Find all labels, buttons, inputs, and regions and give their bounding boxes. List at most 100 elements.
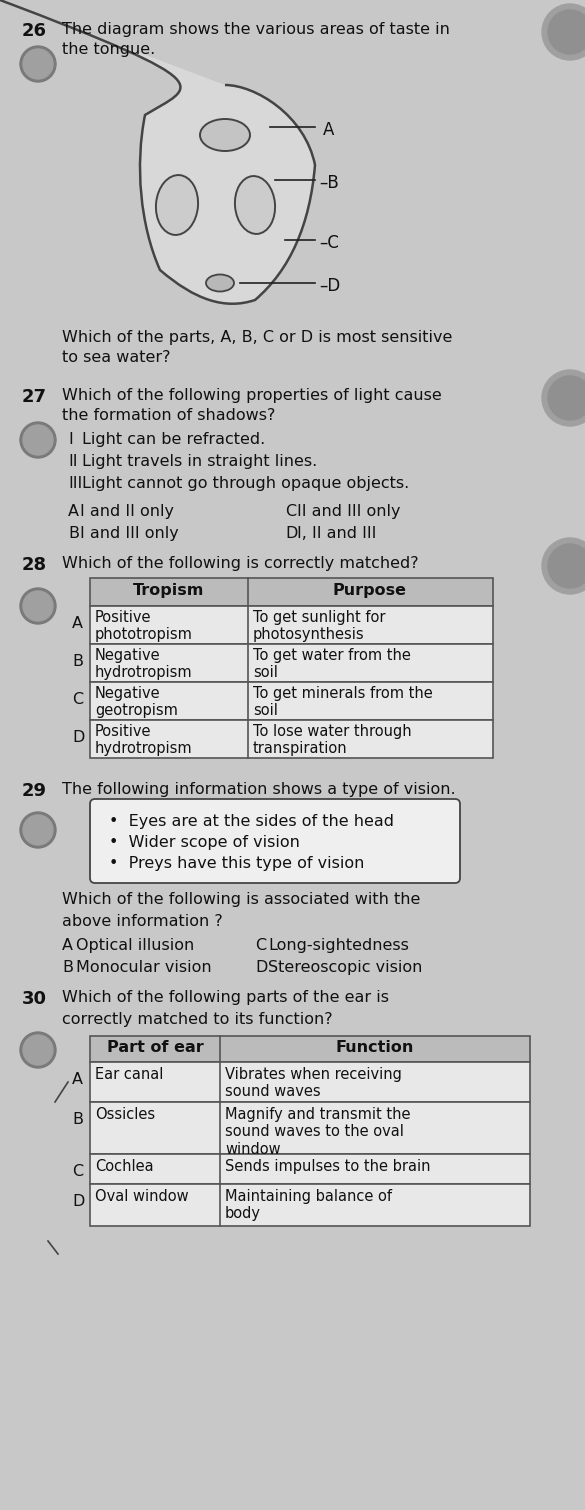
Text: C: C [285,504,296,519]
Text: A: A [72,1072,83,1087]
Text: Positive
hydrotropism: Positive hydrotropism [95,723,192,757]
Ellipse shape [156,175,198,236]
Text: –C: –C [319,234,339,252]
Circle shape [548,11,585,54]
Text: Ossicles: Ossicles [95,1107,155,1122]
Circle shape [542,538,585,593]
Text: Ons: Ons [30,1055,46,1065]
Text: C: C [72,1164,83,1179]
Text: I, II and III: I, II and III [297,525,376,541]
Text: Maintaining balance of
body: Maintaining balance of body [225,1188,392,1222]
Text: Function: Function [336,1040,414,1055]
Circle shape [20,812,56,849]
Text: PMR: PMR [30,433,46,442]
Text: •  Eyes are at the sides of the head: • Eyes are at the sides of the head [109,814,394,829]
Text: correctly matched to its function?: correctly matched to its function? [62,1012,333,1027]
Text: III: III [68,476,82,491]
Text: Which of the parts, A, B, C or D is most sensitive: Which of the parts, A, B, C or D is most… [62,331,452,344]
Text: PMR: PMR [30,824,46,834]
Circle shape [542,370,585,426]
Text: D: D [255,960,267,975]
Text: The diagram shows the various areas of taste in: The diagram shows the various areas of t… [62,23,450,38]
Text: Which of the following parts of the ear is: Which of the following parts of the ear … [62,991,389,1006]
Text: Long-sightedness: Long-sightedness [268,938,409,953]
Text: To lose water through
transpiration: To lose water through transpiration [253,723,412,757]
FancyBboxPatch shape [90,1154,530,1184]
Text: –D: –D [319,276,340,294]
Text: C: C [72,692,83,707]
Text: Light can be refracted.: Light can be refracted. [82,432,265,447]
Text: The following information shows a type of vision.: The following information shows a type o… [62,782,456,797]
Text: Clue: Clue [29,831,46,840]
FancyBboxPatch shape [90,606,493,643]
Text: PMR: PMR [30,57,46,66]
Text: II and III only: II and III only [297,504,401,519]
Text: B: B [62,960,73,975]
FancyBboxPatch shape [90,1184,530,1226]
Circle shape [548,544,585,587]
Text: Ons: Ons [30,837,46,846]
Text: C: C [255,938,266,953]
Circle shape [23,424,53,455]
Text: Negative
hydrotropism: Negative hydrotropism [95,648,192,681]
Text: Negative
geotropism: Negative geotropism [95,686,178,719]
Circle shape [23,48,53,79]
Text: I and II only: I and II only [80,504,174,519]
Circle shape [542,5,585,60]
FancyBboxPatch shape [90,1036,530,1062]
Text: Monocular vision: Monocular vision [76,960,212,975]
Circle shape [20,421,56,458]
Text: 27: 27 [22,388,47,406]
Text: II: II [68,455,77,470]
Text: PMR: PMR [30,599,46,609]
Circle shape [20,45,56,82]
Text: D: D [285,525,297,541]
Text: I and III only: I and III only [80,525,179,541]
Text: Ons: Ons [30,612,46,621]
Text: Part of ear: Part of ear [106,1040,204,1055]
Text: 30: 30 [22,991,47,1009]
FancyBboxPatch shape [90,578,493,606]
PathPatch shape [0,85,315,1510]
Text: Purpose: Purpose [333,583,407,598]
Text: above information ?: above information ? [62,914,223,929]
Circle shape [23,590,53,621]
Text: D: D [72,1194,84,1210]
Text: Clue: Clue [29,1049,46,1059]
Circle shape [23,1034,53,1065]
Text: A: A [62,938,73,953]
Circle shape [548,376,585,420]
Text: 28: 28 [22,556,47,574]
Text: –B: –B [319,174,339,192]
Text: Ons: Ons [30,445,46,455]
Text: Tropism: Tropism [133,583,205,598]
FancyBboxPatch shape [90,799,460,883]
Text: Light travels in straight lines.: Light travels in straight lines. [82,455,317,470]
Text: •  Preys have this type of vision: • Preys have this type of vision [109,856,364,871]
Text: PMR: PMR [30,1043,46,1052]
Text: B: B [72,1111,83,1126]
Text: Magnify and transmit the
sound waves to the oval
window: Magnify and transmit the sound waves to … [225,1107,411,1157]
Text: D: D [72,729,84,744]
Text: 26: 26 [22,23,47,39]
Text: •  Wider scope of vision: • Wider scope of vision [109,835,300,850]
Text: Sends impulses to the brain: Sends impulses to the brain [225,1160,431,1173]
Text: Cochlea: Cochlea [95,1160,154,1173]
Text: 29: 29 [22,782,47,800]
Text: A: A [68,504,79,519]
FancyBboxPatch shape [90,683,493,720]
Text: Light cannot go through opaque objects.: Light cannot go through opaque objects. [82,476,410,491]
Circle shape [20,587,56,624]
Text: Which of the following is correctly matched?: Which of the following is correctly matc… [62,556,419,571]
FancyBboxPatch shape [90,1102,530,1154]
Text: A: A [323,121,335,139]
Text: Clue: Clue [29,439,46,448]
Text: Stereoscopic vision: Stereoscopic vision [268,960,422,975]
Text: Clue: Clue [29,63,46,72]
Circle shape [23,815,53,846]
FancyBboxPatch shape [90,1062,530,1102]
Ellipse shape [235,177,275,234]
Text: B: B [68,525,79,541]
Text: B: B [72,654,83,669]
Text: To get minerals from the
soil: To get minerals from the soil [253,686,433,719]
